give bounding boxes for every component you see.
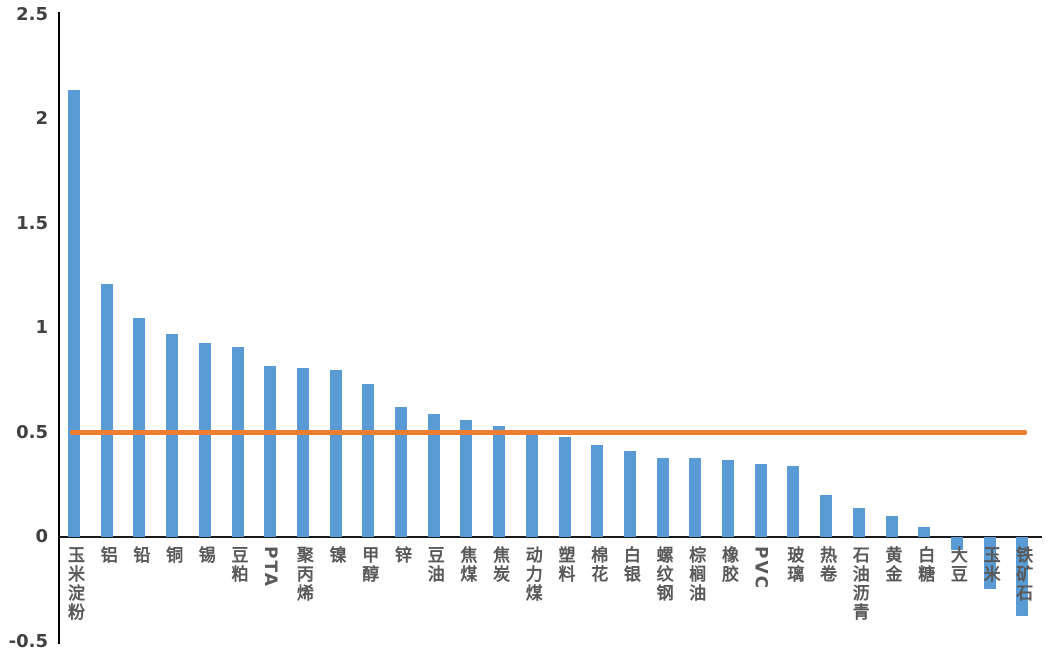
bar — [689, 457, 702, 537]
y-tick-label: 2 — [35, 108, 48, 129]
bar — [362, 384, 375, 537]
y-tick-label: -0.5 — [8, 630, 48, 648]
category-label: PTA — [260, 546, 281, 588]
bar — [885, 516, 898, 537]
category-label: 铁矿石 — [1012, 546, 1033, 603]
y-tick-label: 0 — [35, 526, 48, 547]
bar — [591, 445, 604, 537]
bar — [296, 367, 309, 537]
category-label: 焦煤 — [456, 546, 477, 584]
bar — [983, 537, 996, 590]
y-tick-label: 0.5 — [16, 421, 48, 443]
category-label: 棕榈油 — [685, 546, 706, 603]
category-label: 螺纹钢 — [652, 546, 673, 603]
bar — [1016, 537, 1029, 617]
category-label: 铝 — [96, 546, 117, 565]
category-label: 豆粕 — [227, 546, 248, 584]
category-label: 动力煤 — [521, 546, 542, 603]
bar — [820, 495, 833, 537]
category-label: 大豆 — [946, 546, 967, 584]
y-tick-label: 1 — [35, 317, 48, 338]
bar — [427, 413, 440, 537]
bar — [787, 465, 800, 537]
category-label: 聚丙烯 — [292, 546, 313, 603]
bar — [264, 365, 277, 537]
category-label: 白银 — [619, 546, 640, 584]
category-label: 铅 — [129, 546, 150, 565]
bar — [166, 334, 179, 537]
category-label: 棉花 — [587, 546, 608, 584]
category-label: 玻璃 — [783, 546, 804, 584]
category-label: 豆油 — [423, 546, 444, 584]
bar — [329, 369, 342, 537]
category-label: 焦炭 — [489, 546, 510, 584]
bar — [722, 459, 734, 537]
category-label: 热卷 — [816, 546, 837, 584]
category-label: 铜 — [162, 546, 183, 565]
bar — [100, 284, 113, 537]
bar — [493, 426, 506, 537]
bar — [623, 451, 636, 537]
reference-line — [70, 430, 1027, 435]
bar — [754, 463, 767, 537]
category-label: 甲醇 — [358, 546, 379, 584]
category-label: 玉米 — [979, 546, 1000, 584]
category-label: 橡胶 — [718, 546, 738, 584]
bar — [68, 89, 80, 537]
x-axis-line — [58, 536, 1042, 538]
bar — [950, 537, 963, 550]
bar — [558, 436, 571, 537]
bar — [656, 457, 669, 537]
category-label: PVC — [750, 546, 771, 591]
category-label: 锡 — [194, 546, 215, 565]
y-tick-label: 1.5 — [16, 212, 48, 234]
bar — [198, 342, 211, 537]
y-tick-label: 2.5 — [16, 3, 48, 25]
category-label: 白糖 — [914, 546, 935, 584]
bar — [918, 526, 931, 537]
bar — [133, 317, 146, 537]
bar — [525, 434, 538, 537]
category-label: 玉米淀粉 — [64, 546, 84, 622]
category-label: 锌 — [391, 546, 411, 565]
category-label: 镍 — [325, 546, 346, 565]
bar — [852, 507, 865, 537]
category-label: 黄金 — [881, 546, 902, 584]
bar — [231, 346, 244, 537]
bar — [395, 407, 407, 537]
bar — [460, 419, 473, 537]
y-axis-line — [58, 12, 60, 644]
category-label: 石油沥青 — [848, 546, 869, 622]
category-label: 塑料 — [554, 546, 575, 584]
